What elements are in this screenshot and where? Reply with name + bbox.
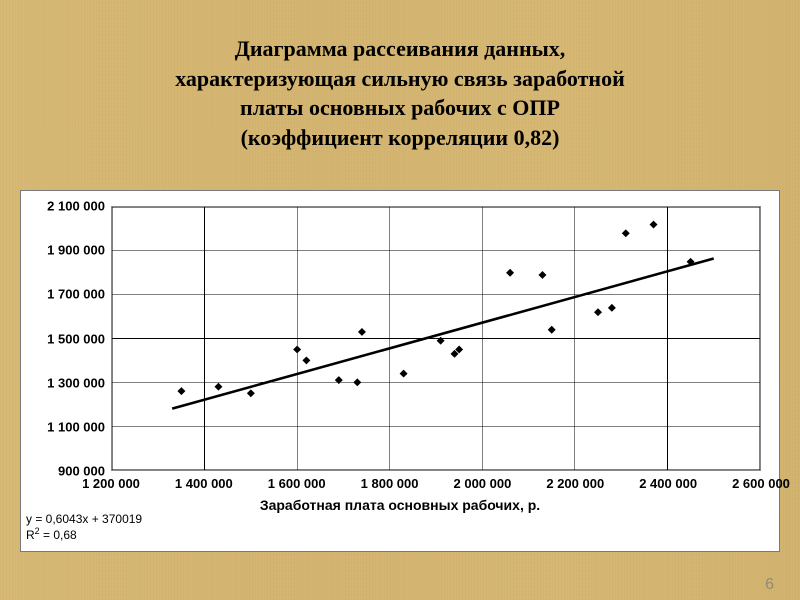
plot-area (111, 206, 761, 471)
equation-line-1: y = 0,6043x + 370019 (26, 511, 142, 527)
gridlines (112, 207, 760, 470)
title-line-4: (коэффициент корреляции 0,82) (70, 123, 730, 153)
xtick-label: 2 400 000 (639, 476, 697, 491)
xtick-label: 1 400 000 (175, 476, 233, 491)
chart-panel: 900 0001 100 0001 300 0001 500 0001 700 … (20, 190, 780, 552)
title-line-3: платы основных рабочих с ОПР (70, 93, 730, 123)
xtick-label: 1 200 000 (82, 476, 140, 491)
equation-line-2: R2 = 0,68 (26, 527, 142, 543)
title-line-1: Диаграмма рассеивания данных, (70, 34, 730, 64)
title-line-2: характеризующая сильную связь заработной (70, 64, 730, 94)
plot-svg (112, 207, 760, 470)
ytick-label: 1 300 000 (25, 375, 105, 390)
xtick-label: 1 800 000 (361, 476, 419, 491)
ytick-label: 1 700 000 (25, 287, 105, 302)
eq-r: R (26, 528, 35, 542)
regression-equation: y = 0,6043x + 370019 R2 = 0,68 (26, 511, 142, 543)
ytick-label: 1 100 000 (25, 419, 105, 434)
ytick-label: 2 100 000 (25, 199, 105, 214)
xtick-label: 2 600 000 (732, 476, 790, 491)
title-block: Диаграмма рассеивания данных, характериз… (0, 34, 800, 153)
scatter-points (177, 221, 694, 398)
trendline (172, 259, 714, 409)
xtick-label: 2 000 000 (454, 476, 512, 491)
slide-number: 6 (765, 576, 774, 594)
xtick-label: 2 200 000 (546, 476, 604, 491)
ytick-label: 1 500 000 (25, 331, 105, 346)
eq-val: = 0,68 (40, 528, 77, 542)
xtick-label: 1 600 000 (268, 476, 326, 491)
ytick-label: 1 900 000 (25, 243, 105, 258)
